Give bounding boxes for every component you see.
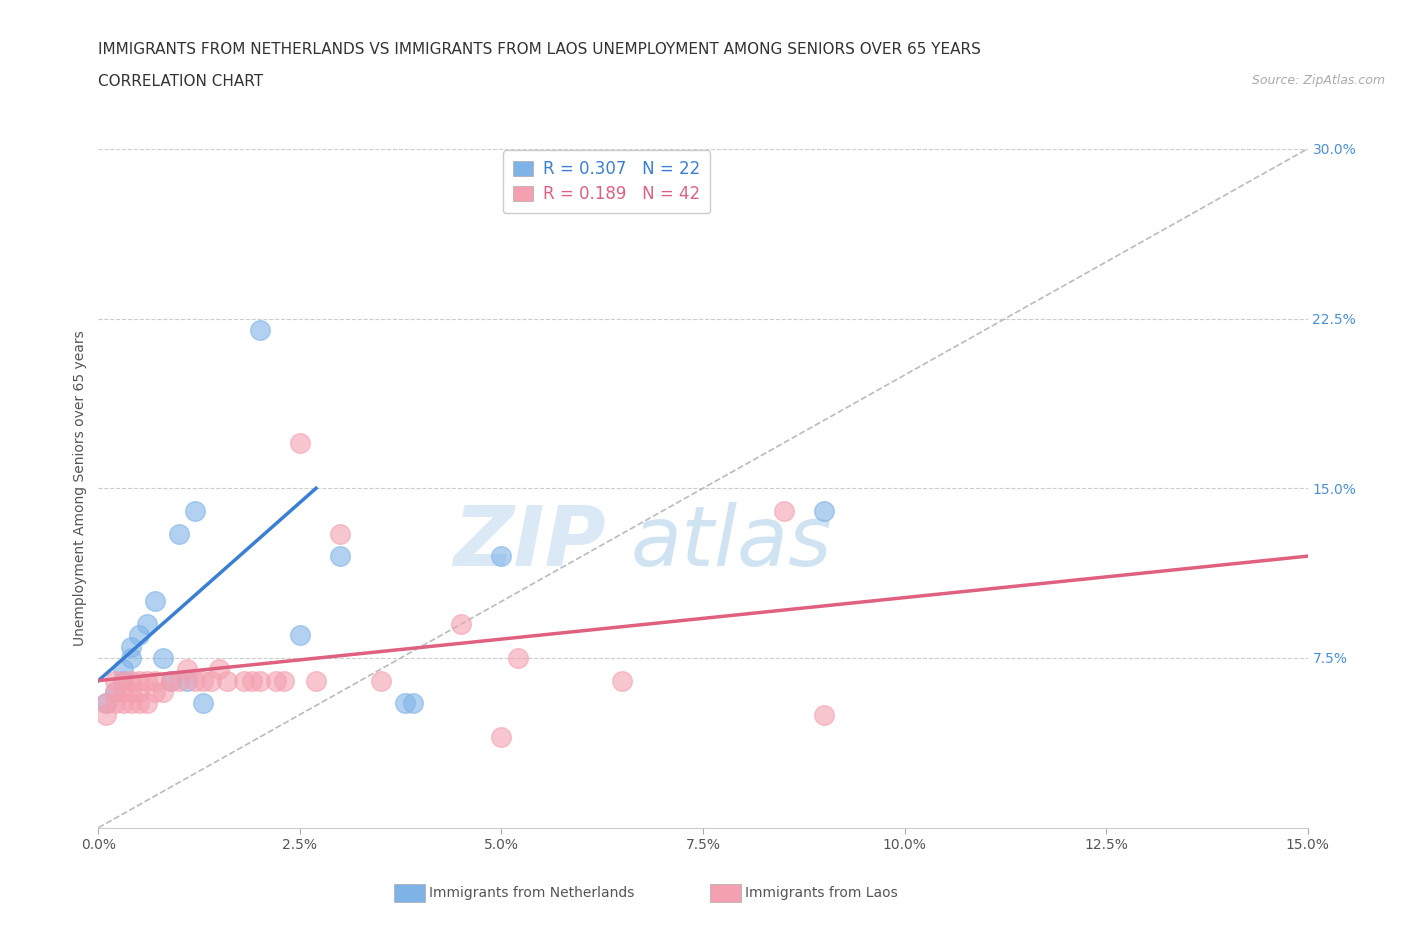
Point	[193, 696, 215, 711]
Point	[120, 639, 142, 654]
Point	[249, 673, 271, 688]
Point	[103, 684, 125, 699]
Point	[612, 673, 634, 688]
Point	[394, 696, 416, 711]
Point	[491, 730, 513, 745]
Point	[193, 673, 215, 688]
Point	[120, 673, 142, 688]
Point	[176, 662, 198, 677]
Point	[120, 651, 142, 666]
Legend: R = 0.307   N = 22, R = 0.189   N = 42: R = 0.307 N = 22, R = 0.189 N = 42	[502, 151, 710, 213]
Point	[128, 628, 150, 643]
Point	[128, 684, 150, 699]
Point	[111, 673, 134, 688]
Point	[111, 684, 134, 699]
Point	[143, 673, 166, 688]
Point	[450, 617, 472, 631]
Point	[273, 673, 295, 688]
Point	[96, 707, 118, 722]
Point	[160, 673, 183, 688]
Point	[96, 696, 118, 711]
Point	[370, 673, 392, 688]
Point	[305, 673, 328, 688]
Y-axis label: Unemployment Among Seniors over 65 years: Unemployment Among Seniors over 65 years	[73, 330, 87, 646]
Point	[135, 617, 157, 631]
Text: CORRELATION CHART: CORRELATION CHART	[98, 74, 263, 89]
Text: Immigrants from Netherlands: Immigrants from Netherlands	[429, 885, 634, 900]
Point	[208, 662, 231, 677]
Point	[813, 707, 835, 722]
Point	[402, 696, 425, 711]
Point	[128, 696, 150, 711]
Text: atlas: atlas	[630, 502, 832, 583]
Point	[167, 526, 190, 541]
Text: Immigrants from Laos: Immigrants from Laos	[745, 885, 898, 900]
Point	[111, 662, 134, 677]
Point	[143, 594, 166, 609]
Text: ZIP: ZIP	[454, 502, 606, 583]
Point	[288, 435, 311, 450]
Point	[103, 673, 125, 688]
Point	[103, 696, 125, 711]
Text: IMMIGRANTS FROM NETHERLANDS VS IMMIGRANTS FROM LAOS UNEMPLOYMENT AMONG SENIORS O: IMMIGRANTS FROM NETHERLANDS VS IMMIGRANT…	[98, 42, 981, 57]
Point	[143, 684, 166, 699]
Point	[152, 684, 174, 699]
Point	[288, 628, 311, 643]
Point	[111, 673, 134, 688]
Point	[200, 673, 222, 688]
Point	[184, 503, 207, 518]
Point	[264, 673, 287, 688]
Point	[152, 651, 174, 666]
Point	[772, 503, 794, 518]
Point	[96, 696, 118, 711]
Point	[120, 684, 142, 699]
Point	[329, 549, 352, 564]
Point	[329, 526, 352, 541]
Point	[103, 684, 125, 699]
Point	[135, 673, 157, 688]
Point	[491, 549, 513, 564]
Point	[167, 673, 190, 688]
Point	[135, 696, 157, 711]
Point	[176, 673, 198, 688]
Point	[128, 673, 150, 688]
Point	[160, 673, 183, 688]
Point	[240, 673, 263, 688]
Point	[232, 673, 254, 688]
Text: Source: ZipAtlas.com: Source: ZipAtlas.com	[1251, 74, 1385, 87]
Point	[111, 696, 134, 711]
Point	[120, 696, 142, 711]
Point	[249, 323, 271, 338]
Point	[217, 673, 239, 688]
Point	[813, 503, 835, 518]
Point	[506, 651, 529, 666]
Point	[184, 673, 207, 688]
